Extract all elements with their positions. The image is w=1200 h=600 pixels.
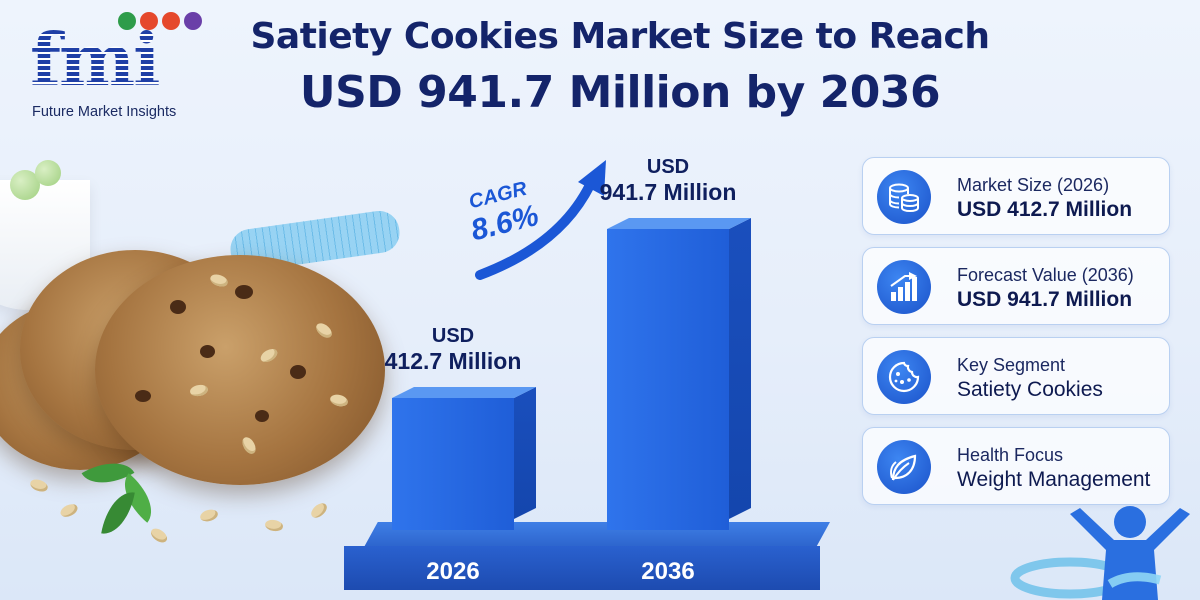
- x-tick-label-2036: 2036: [641, 558, 695, 585]
- data-label-2036: USD 941.7 Million: [599, 156, 737, 205]
- cookie-illustration: [0, 150, 403, 600]
- logo-letters: fmi: [30, 17, 161, 102]
- bar-side-2036: [729, 218, 751, 519]
- card-key-segment: Key Segment Satiety Cookies: [862, 337, 1170, 415]
- chart-platform: [344, 546, 820, 590]
- card-health-focus: Health Focus Weight Management: [862, 427, 1170, 505]
- logo-company-name: Future Market Insights: [32, 104, 177, 120]
- page-title: Satiety Cookies Market Size to Reach USD…: [210, 14, 1030, 122]
- growth-arrow-icon: [475, 160, 606, 280]
- bar-chart: CAGR 8.6% USD 412.7 Million 2026 USD 941.7 M…: [330, 150, 850, 600]
- logo-icons: [118, 12, 202, 30]
- card-value: USD 941.7 Million: [957, 288, 1133, 311]
- title-line-1: Satiety Cookies Market Size to Reach: [250, 16, 990, 57]
- card-label: Key Segment: [957, 355, 1066, 375]
- card-forecast-value: Forecast Value (2036) USD 941.7 Million: [862, 247, 1170, 325]
- info-cards: Market Size (2026) USD 412.7 Million For…: [862, 157, 1170, 517]
- bar-side-2026: [514, 387, 536, 519]
- card-value: Weight Management: [957, 468, 1151, 491]
- bar-2036: [607, 229, 729, 530]
- data-label-2026: USD 412.7 Million: [384, 325, 522, 374]
- card-value: USD 412.7 Million: [957, 198, 1133, 221]
- card-label: Health Focus: [957, 445, 1064, 465]
- bar-top-2036: [607, 218, 751, 229]
- coins-icon: [877, 170, 931, 224]
- title-line-2: USD 941.7 Million by 2036: [299, 67, 941, 118]
- bar-top-2026: [392, 387, 536, 398]
- card-label: Market Size (2026): [957, 175, 1110, 195]
- card-value: Satiety Cookies: [957, 378, 1103, 401]
- cookie-icon: [877, 350, 931, 404]
- bar-growth-icon: [877, 260, 931, 314]
- card-label: Forecast Value (2036): [957, 265, 1134, 285]
- person-icon: [1010, 506, 1190, 600]
- card-market-size: Market Size (2026) USD 412.7 Million: [862, 157, 1170, 235]
- x-tick-label-2026: 2026: [426, 558, 480, 585]
- leaf-icon: [877, 440, 931, 494]
- company-logo: fmi Future Market Insights: [30, 10, 202, 120]
- bar-2026: [392, 398, 514, 530]
